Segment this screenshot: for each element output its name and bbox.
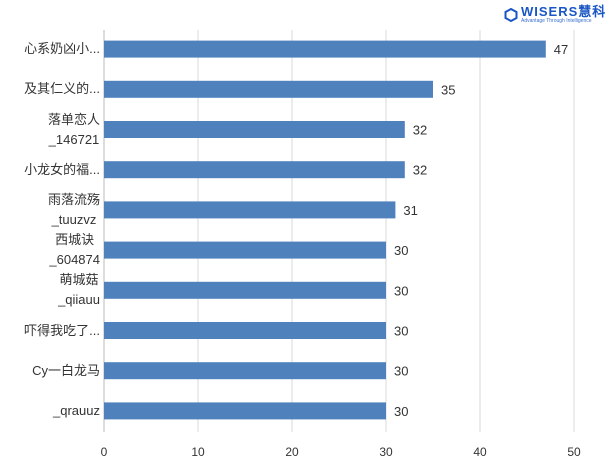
data-label: 30 xyxy=(394,283,408,298)
x-tick-label: 30 xyxy=(379,445,393,459)
category-label: 小龙女的福... xyxy=(24,161,100,177)
bar xyxy=(104,402,386,420)
category-label: 落单恋人 _146721 xyxy=(47,111,100,147)
category-label: 萌城菇 _qiiauu xyxy=(58,272,100,308)
data-label: 30 xyxy=(394,364,408,379)
category-label: 及其仁义的... xyxy=(24,81,100,97)
x-tick-label: 40 xyxy=(473,445,487,459)
category-label: Cy一白龙马 xyxy=(32,362,100,378)
category-label: _qrauuz xyxy=(53,402,100,418)
data-label: 31 xyxy=(403,203,417,218)
data-label: 30 xyxy=(394,404,408,419)
category-label: 心系奶凶小... xyxy=(24,41,100,57)
logo-tagline: Advantage Through Intelligence xyxy=(521,18,592,24)
wisers-logo: WISERS慧科 Advantage Through Intelligence xyxy=(504,4,607,24)
bar xyxy=(104,322,386,339)
category-label: 西城诀 _604874 xyxy=(49,232,100,268)
logo-icon xyxy=(504,8,518,22)
category-label: 雨落流殇 _tuuzvz xyxy=(47,191,100,227)
bar xyxy=(104,201,396,219)
bar xyxy=(104,241,386,259)
bar xyxy=(104,121,405,138)
x-tick-label: 50 xyxy=(567,445,581,459)
bar xyxy=(104,161,405,179)
bar xyxy=(104,40,546,58)
category-label: 吓得我吃了... xyxy=(24,322,100,338)
x-tick-label: 10 xyxy=(191,445,205,459)
logo-brand: WISERS慧科 xyxy=(521,4,607,19)
data-label: 35 xyxy=(441,82,455,97)
data-label: 32 xyxy=(413,123,427,138)
bar xyxy=(104,281,386,299)
data-label: 32 xyxy=(413,163,427,178)
data-label: 47 xyxy=(554,42,568,57)
data-label: 30 xyxy=(394,324,408,339)
logo-text: WISERS慧科 Advantage Through Intelligence xyxy=(521,4,607,24)
x-tick-label: 0 xyxy=(101,445,108,459)
x-tick-label: 20 xyxy=(285,445,299,459)
data-label: 30 xyxy=(394,243,408,258)
bar xyxy=(104,362,386,380)
bar xyxy=(104,80,433,98)
